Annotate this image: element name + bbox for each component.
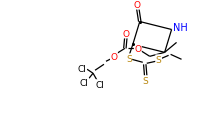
Text: O: O	[110, 52, 117, 61]
Text: O: O	[122, 30, 129, 39]
Text: O: O	[133, 1, 140, 10]
Text: Cl: Cl	[80, 78, 89, 87]
Text: S: S	[126, 54, 132, 63]
Text: NH: NH	[173, 23, 188, 33]
Text: Cl: Cl	[96, 80, 104, 89]
Text: S: S	[156, 55, 162, 64]
Text: Cl: Cl	[78, 64, 87, 73]
Text: O: O	[134, 44, 141, 53]
Text: S: S	[143, 76, 149, 85]
